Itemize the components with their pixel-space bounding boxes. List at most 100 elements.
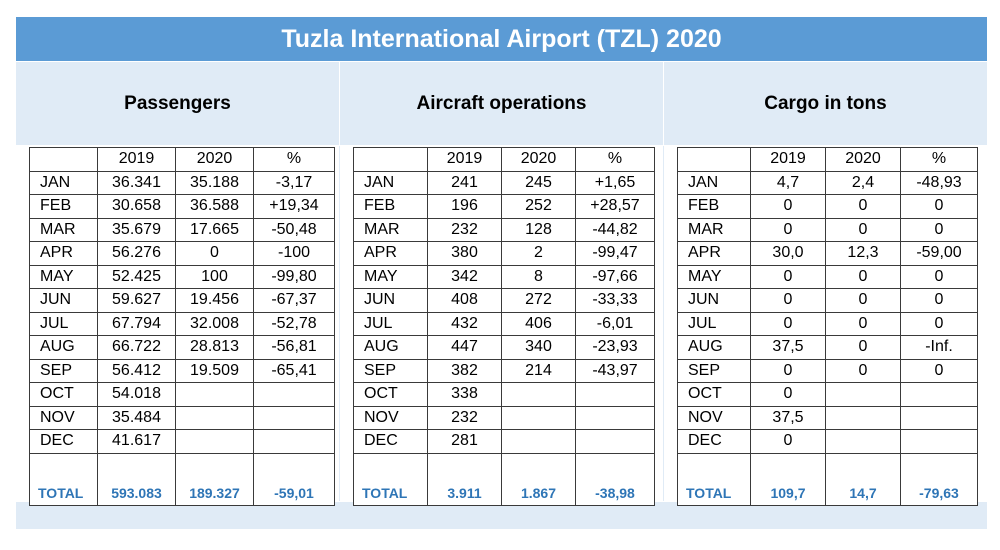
total-2019-cell: 593.083 [97,452,176,506]
table-row: OCT 338 [353,382,655,407]
percent-cell: +1,65 [575,170,655,195]
month-cell: DEC [29,429,98,454]
month-cell: NOV [29,405,98,430]
month-cell: JUL [677,311,751,336]
month-cell: JAN [29,170,98,195]
total-2019-cell: 3.911 [427,452,502,506]
value-2020-cell [825,429,901,454]
table-row: OCT 54.018 [29,382,335,407]
percent-cell: -52,78 [253,311,335,336]
month-cell: JAN [353,170,428,195]
percent-cell: -97,66 [575,264,655,289]
value-2020-cell: 406 [501,311,576,336]
value-2019-cell: 54.018 [97,382,176,407]
percent-cell: -Inf. [900,335,978,360]
month-cell: NOV [677,405,751,430]
header-2020-cell: 2020 [501,147,576,172]
month-cell: AUG [677,335,751,360]
percent-cell [575,405,655,430]
value-2020-cell [175,405,254,430]
month-cell: DEC [677,429,751,454]
header-percent-cell: % [253,147,335,172]
table-row: JUN 0 0 0 [677,288,978,313]
value-2019-cell: 41.617 [97,429,176,454]
month-cell: MAY [677,264,751,289]
month-cell: MAY [29,264,98,289]
value-2019-cell: 30.658 [97,194,176,219]
value-2019-cell: 0 [750,382,826,407]
month-cell: APR [677,241,751,266]
value-2020-cell: 19.509 [175,358,254,383]
table-row: AUG 37,5 0 -Inf. [677,335,978,360]
value-2019-cell: 56.412 [97,358,176,383]
month-cell: APR [353,241,428,266]
percent-cell: -43,97 [575,358,655,383]
month-cell: DEC [353,429,428,454]
value-2019-cell: 67.794 [97,311,176,336]
total-label-cell: TOTAL [29,452,98,506]
total-label-cell: TOTAL [353,452,428,506]
month-cell: MAR [677,217,751,242]
table-row: MAY 342 8 -97,66 [353,264,655,289]
value-2019-cell: 66.722 [97,335,176,360]
percent-cell: +28,57 [575,194,655,219]
percent-cell: 0 [900,264,978,289]
value-2019-cell: 0 [750,358,826,383]
total-row: TOTAL 3.911 1.867 -38,98 [353,452,655,506]
table-row: JAN 36.341 35.188 -3,17 [29,170,335,195]
value-2019-cell: 4,7 [750,170,826,195]
value-2019-cell: 59.627 [97,288,176,313]
header-2019-cell: 2019 [97,147,176,172]
value-2020-cell: 245 [501,170,576,195]
value-2020-cell: 0 [825,288,901,313]
report-title: Tuzla International Airport (TZL) 2020 [16,17,987,61]
value-2020-cell [825,382,901,407]
total-percent-cell: -38,98 [575,452,655,506]
value-2019-cell: 56.276 [97,241,176,266]
total-percent-cell: -79,63 [900,452,978,506]
header-2019-cell: 2019 [427,147,502,172]
month-cell: JUL [29,311,98,336]
month-cell: JUN [677,288,751,313]
table-row: JUL 0 0 0 [677,311,978,336]
percent-cell: -33,33 [575,288,655,313]
percent-cell [253,429,335,454]
percent-cell [253,405,335,430]
divider [16,61,987,62]
table-row: JUL 432 406 -6,01 [353,311,655,336]
value-2020-cell: 252 [501,194,576,219]
month-cell: MAR [353,217,428,242]
value-2019-cell: 281 [427,429,502,454]
aircraft-operations-table: 2019 2020% JAN 241 245 +1,65 FEB 196 252 +28,57 MA… [353,147,655,506]
percent-cell: 0 [900,217,978,242]
month-cell: NOV [353,405,428,430]
cargo-heading: Cargo in tons [664,62,987,145]
month-cell: SEP [677,358,751,383]
value-2019-cell: 36.341 [97,170,176,195]
table-row: OCT 0 [677,382,978,407]
month-cell: SEP [29,358,98,383]
divider [663,61,664,145]
month-cell: FEB [353,194,428,219]
percent-cell [900,405,978,430]
total-2020-cell: 1.867 [501,452,576,506]
percent-cell: -99,47 [575,241,655,266]
value-2020-cell [501,405,576,430]
value-2019-cell: 0 [750,311,826,336]
percent-cell: -67,37 [253,288,335,313]
month-cell: FEB [677,194,751,219]
table-row: JAN 4,7 2,4 -48,93 [677,170,978,195]
table-row: AUG 66.722 28.813 -56,81 [29,335,335,360]
percent-cell: +19,34 [253,194,335,219]
table-row: SEP 0 0 0 [677,358,978,383]
table-row: FEB 30.658 36.588 +19,34 [29,194,335,219]
value-2020-cell: 100 [175,264,254,289]
table-row: APR 30,0 12,3 -59,00 [677,241,978,266]
header-blank-cell [29,147,98,172]
table-row: SEP 56.412 19.509 -65,41 [29,358,335,383]
percent-cell: -50,48 [253,217,335,242]
table-row: NOV 35.484 [29,405,335,430]
value-2020-cell: 32.008 [175,311,254,336]
month-cell: OCT [677,382,751,407]
value-2020-cell: 0 [825,217,901,242]
